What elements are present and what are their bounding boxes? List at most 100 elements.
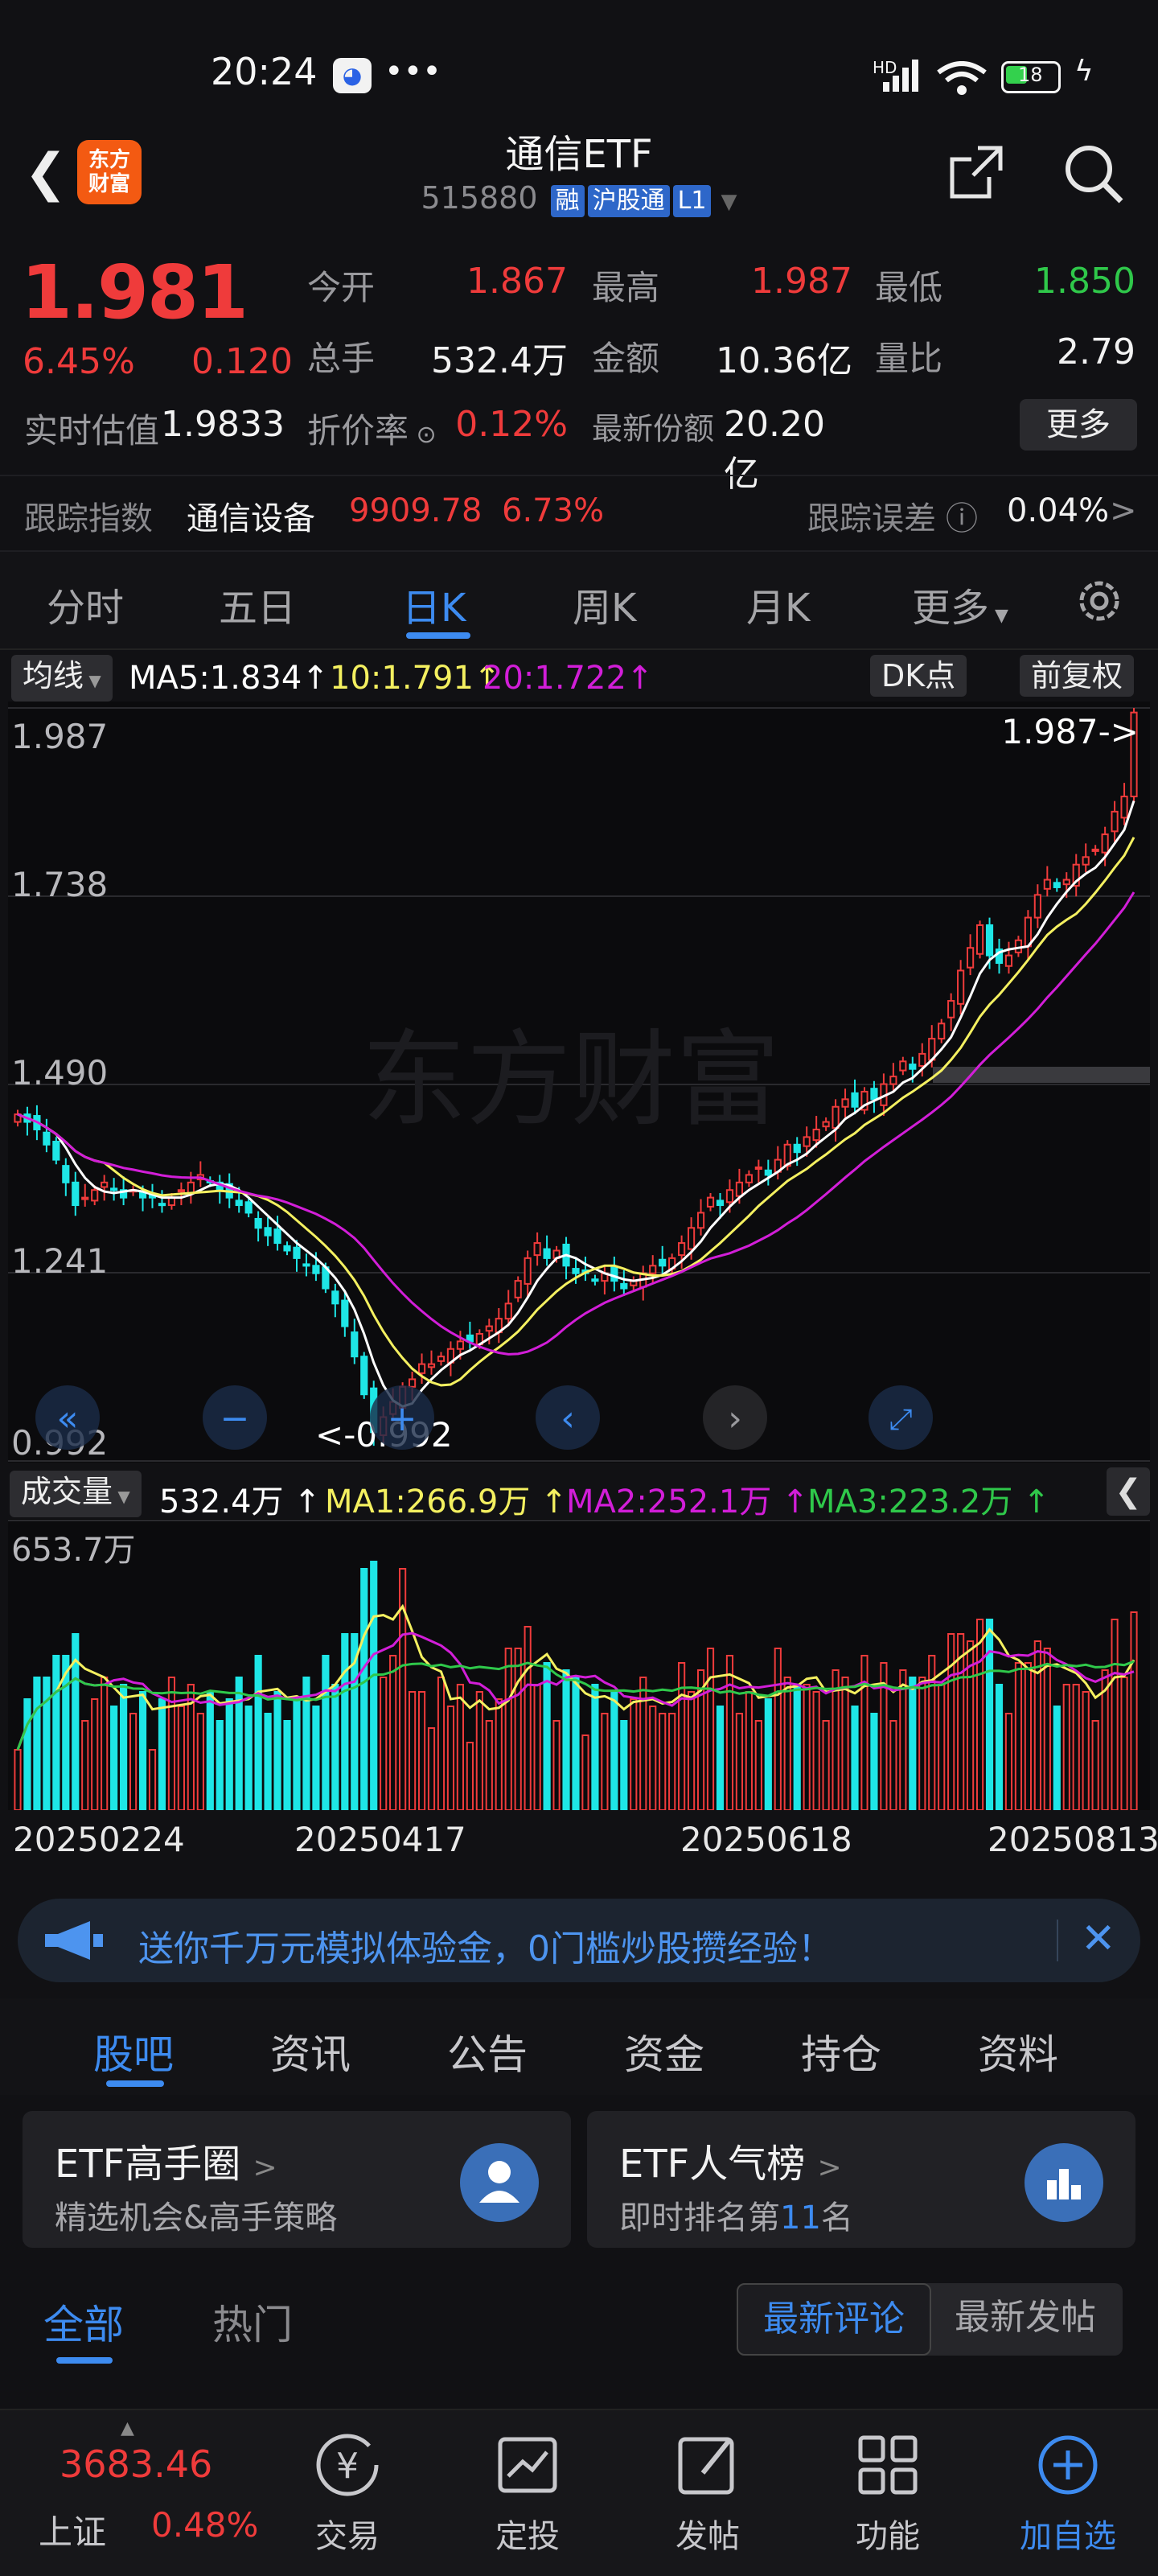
- sub-indicator-dropdown[interactable]: 成交量 ▼: [10, 1471, 142, 1517]
- volume-bar: [620, 1720, 628, 1810]
- filter-hot[interactable]: 热门: [212, 2302, 293, 2348]
- signal-icon: [883, 60, 918, 92]
- back-icon[interactable]: ❮: [24, 143, 68, 203]
- scroll-left-button[interactable]: ‹: [536, 1385, 600, 1450]
- tab-intraday[interactable]: 分时: [47, 586, 125, 631]
- zoom-in-button[interactable]: +: [370, 1385, 434, 1450]
- date-tick-2: 20250417: [294, 1820, 466, 1859]
- promo-banner[interactable]: 送你千万元模拟体验金，0门槛炒股攒经验！ ✕: [18, 1899, 1140, 1982]
- scroll-right-button[interactable]: ›: [703, 1385, 767, 1450]
- tab-five-day[interactable]: 五日: [219, 586, 297, 631]
- card-title: ETF人气榜 >: [619, 2142, 842, 2187]
- svg-text:‹: ‹: [561, 1398, 575, 1439]
- volume-bar: [148, 1749, 157, 1810]
- nav-add-watchlist[interactable]: 加自选: [1004, 2410, 1132, 2576]
- tab-news[interactable]: 资讯: [270, 2031, 351, 2078]
- volume-bar: [389, 1655, 397, 1810]
- cost-band: [933, 1067, 1150, 1083]
- search-icon[interactable]: [1062, 142, 1126, 206]
- candle-body: [101, 1181, 109, 1188]
- volume-bar: [293, 1698, 301, 1810]
- candle-body: [302, 1263, 310, 1267]
- tab-funds-flow[interactable]: 资金: [624, 2031, 704, 2078]
- tab-announcements[interactable]: 公告: [447, 2031, 528, 2078]
- candle-body: [293, 1246, 301, 1259]
- candle-body: [706, 1196, 715, 1208]
- nav-functions[interactable]: 功能: [823, 2410, 952, 2576]
- volume-bar: [841, 1677, 849, 1810]
- volume-bar: [264, 1713, 272, 1810]
- tab-profile[interactable]: 资料: [978, 2031, 1058, 2078]
- volume-bar: [803, 1684, 811, 1810]
- candle-body: [870, 1088, 878, 1101]
- volume-bar: [380, 1677, 388, 1810]
- share-icon[interactable]: [946, 142, 1007, 203]
- help-icon: ⓘ: [946, 500, 978, 537]
- settings-gear-icon[interactable]: [1073, 574, 1126, 628]
- adjust-mode-button[interactable]: 前复权: [1020, 655, 1135, 697]
- dk-point-button[interactable]: DK点: [870, 655, 967, 697]
- candle-body: [696, 1212, 705, 1229]
- card-subtitle: 即时排名第11名: [619, 2199, 853, 2237]
- tab-weekly-k[interactable]: 周K: [573, 586, 637, 631]
- fund-code-row[interactable]: 515880 融沪股通 L1 ▼: [0, 180, 1158, 217]
- volume-bar: [918, 1677, 926, 1810]
- chart-scroll-left-fast-button[interactable]: «: [35, 1385, 100, 1450]
- tracking-row[interactable]: 跟踪指数 通信设备 9909.78 6.73% 跟踪误差 ⓘ 0.04% >: [0, 475, 1158, 552]
- volume-bar: [1024, 1662, 1032, 1810]
- collapse-panel-icon[interactable]: ❮: [1107, 1467, 1150, 1516]
- kline-chart[interactable]: 东方财富 1.987 1.738 1.490 1.241 0.992 1.987…: [8, 702, 1150, 1463]
- close-icon[interactable]: ✕: [1081, 1915, 1116, 1963]
- sort-latest-post[interactable]: 最新发帖: [955, 2297, 1096, 2338]
- tab-daily-k[interactable]: 日K: [402, 586, 466, 631]
- candle-body: [158, 1203, 166, 1207]
- zoom-out-button[interactable]: −: [203, 1385, 267, 1450]
- candle-body: [591, 1278, 599, 1282]
- tab-holdings[interactable]: 持仓: [801, 2031, 881, 2078]
- tab-more[interactable]: 更多 ▼: [912, 576, 1008, 632]
- y-tick-2: 1.738: [11, 865, 108, 904]
- date-axis: 20250224 20250417 20250618 20250813: [0, 1810, 1158, 1866]
- premium-label[interactable]: 折价率 ⊙: [307, 404, 437, 453]
- indicator-type-dropdown[interactable]: 均线 ▼: [11, 655, 113, 702]
- filter-all[interactable]: 全部: [43, 2302, 124, 2348]
- candle-body: [485, 1325, 493, 1332]
- ma10-line: [17, 837, 1135, 1387]
- nav-auto-invest[interactable]: 定投: [463, 2410, 592, 2576]
- y-tick-high: 1.987: [11, 717, 108, 756]
- volume-bar: [206, 1691, 214, 1810]
- candle-body: [244, 1201, 253, 1214]
- candle-body: [938, 1023, 946, 1040]
- tracking-error-label: 跟踪误差: [807, 500, 936, 537]
- candle-body: [437, 1356, 446, 1362]
- tab-forum[interactable]: 股吧: [93, 2031, 174, 2078]
- candle-body: [408, 1378, 417, 1388]
- nav-trade[interactable]: ¥ 交易: [283, 2410, 412, 2576]
- candle-body: [341, 1299, 349, 1327]
- etf-popularity-card[interactable]: ETF人气榜 > 即时排名第11名: [587, 2111, 1135, 2248]
- fullscreen-button[interactable]: ⤢: [868, 1385, 933, 1450]
- volume-bar: [235, 1677, 243, 1810]
- nav-post[interactable]: 发帖: [643, 2410, 772, 2576]
- volume-bar: [101, 1677, 109, 1810]
- sort-latest-comment[interactable]: 最新评论: [737, 2283, 931, 2356]
- more-button[interactable]: 更多: [1020, 399, 1137, 451]
- index-ticker[interactable]: ▲ 3683.46 上证 0.48%: [0, 2410, 258, 2576]
- volume-bar: [793, 1684, 801, 1810]
- candle-body: [572, 1268, 580, 1274]
- grid-apps-icon: [858, 2435, 918, 2495]
- iopv-value: 1.9833: [161, 404, 285, 445]
- volume-bar: [754, 1720, 762, 1810]
- volume-bar: [322, 1655, 330, 1810]
- volume-bar: [967, 1640, 975, 1810]
- etf-expert-circle-card[interactable]: ETF高手圈 > 精选机会&高手策略: [23, 2111, 571, 2248]
- tab-monthly-k[interactable]: 月K: [746, 586, 811, 631]
- candle-body: [967, 947, 975, 969]
- volume-chart[interactable]: 653.7万: [8, 1519, 1150, 1810]
- candle-body: [1053, 882, 1061, 888]
- charging-icon: ϟ: [1074, 55, 1094, 88]
- volume-ratio-label: 量比: [875, 339, 943, 378]
- volume-bar: [543, 1662, 551, 1810]
- svg-text:«: «: [57, 1398, 79, 1439]
- indicator-type-label: 均线: [23, 658, 84, 693]
